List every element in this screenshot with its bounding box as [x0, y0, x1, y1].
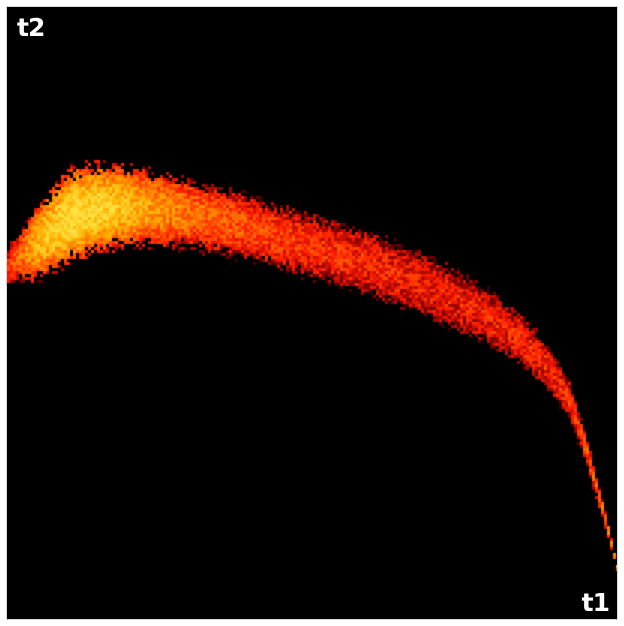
y-axis-label: t2: [17, 13, 45, 42]
plot-area: t2 t1: [6, 6, 618, 620]
density-heatmap: [7, 7, 617, 619]
x-axis-label: t1: [581, 588, 610, 617]
